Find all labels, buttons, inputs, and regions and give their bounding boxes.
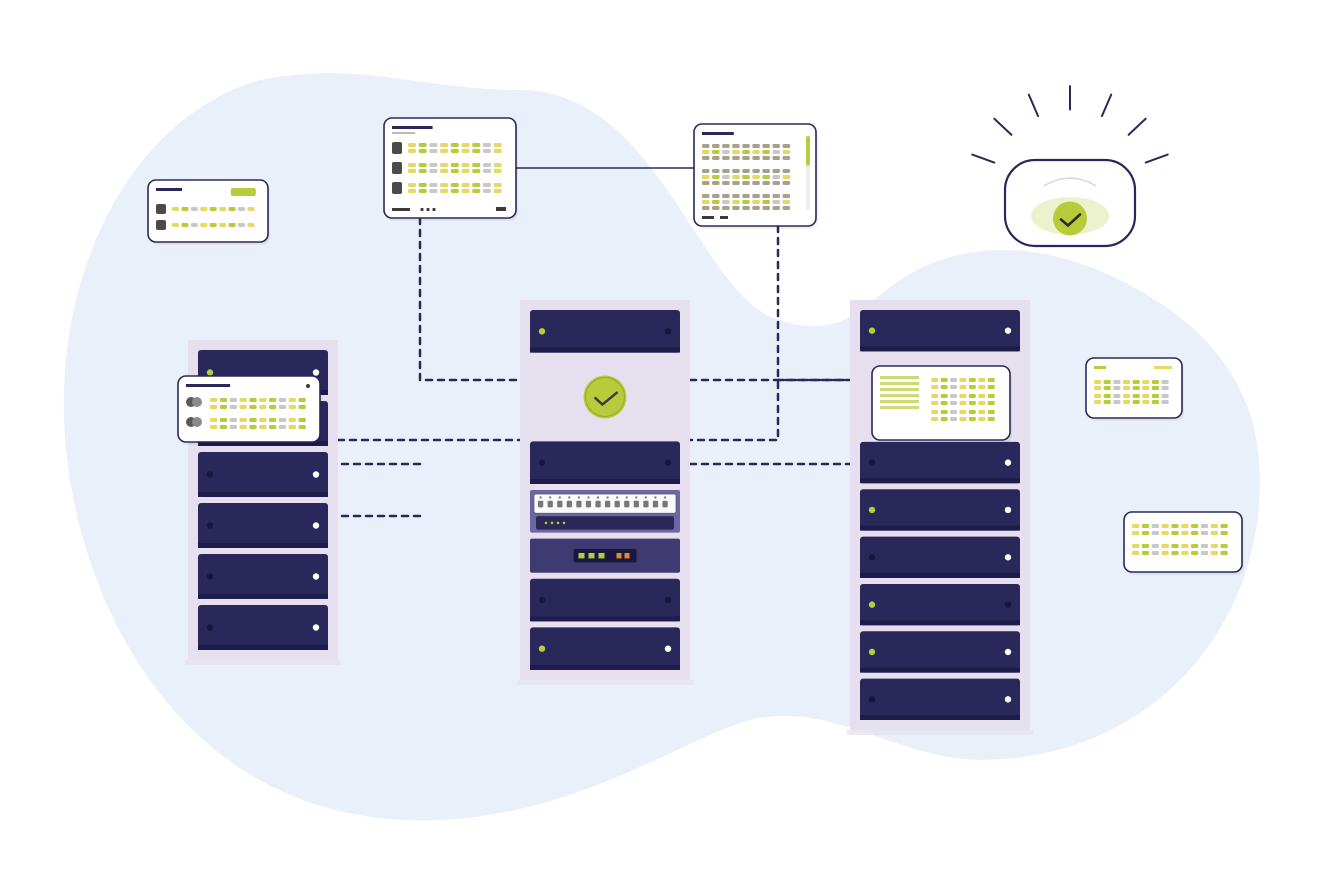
card-top-left: [148, 180, 270, 245]
infographic-scene: [0, 0, 1344, 896]
card-far-right-1: [1086, 358, 1184, 421]
check-badge-icon: [584, 376, 627, 419]
card-top-mid: [384, 118, 518, 221]
card-far-right-2: [1124, 512, 1244, 575]
rack-center: [517, 300, 693, 685]
card-top-right: [694, 124, 818, 229]
card-rack-right: [872, 366, 1012, 443]
card-mid-left: [178, 376, 322, 445]
cloud-icon: [972, 86, 1167, 246]
